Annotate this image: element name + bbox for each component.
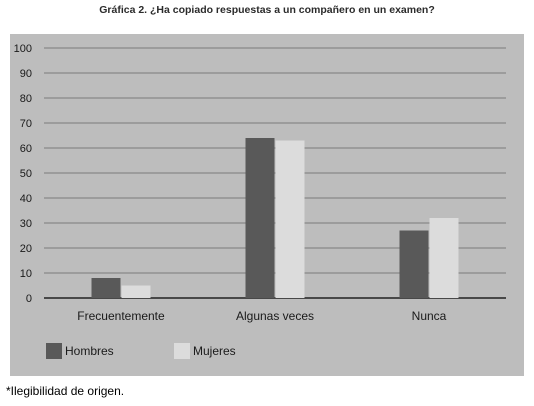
y-tick-label: 60 (20, 143, 32, 155)
y-tick-label: 20 (20, 243, 32, 255)
bar-mujeres-0 (121, 285, 151, 298)
bar-mujeres-1 (275, 140, 305, 298)
y-tick-label: 40 (20, 193, 32, 205)
legend-label-hombres: Hombres (65, 344, 114, 358)
x-tick-label: Algunas veces (236, 309, 314, 323)
y-tick-label: 0 (26, 293, 32, 305)
legend-swatch-mujeres (174, 343, 190, 359)
y-tick-label: 100 (14, 43, 32, 55)
y-tick-label: 90 (20, 68, 32, 80)
bar-hombres-1 (245, 138, 275, 298)
y-tick-label: 10 (20, 268, 32, 280)
y-tick-label: 70 (20, 118, 32, 130)
legend-swatch-hombres (46, 343, 62, 359)
y-tick-label: 80 (20, 93, 32, 105)
x-tick-label: Frecuentemente (77, 309, 165, 323)
bar-hombres-0 (91, 278, 121, 298)
y-tick-label: 50 (20, 168, 32, 180)
footnote: *Ilegibilidad de origen. (6, 384, 125, 398)
bar-hombres-2 (399, 230, 429, 298)
chart-plot: 0 10 20 30 40 50 60 70 80 90 100 Frecuentemente Alg… (14, 43, 506, 359)
bar-mujeres-2 (429, 218, 459, 298)
chart-panel: 0 10 20 30 40 50 60 70 80 90 100 Frecuentemente Alg… (10, 34, 524, 376)
chart-title: Gráfica 2. ¿Ha copiado respuestas a un c… (99, 4, 435, 16)
y-tick-label: 30 (20, 218, 32, 230)
x-tick-label: Nunca (412, 309, 447, 323)
legend-label-mujeres: Mujeres (193, 344, 236, 358)
